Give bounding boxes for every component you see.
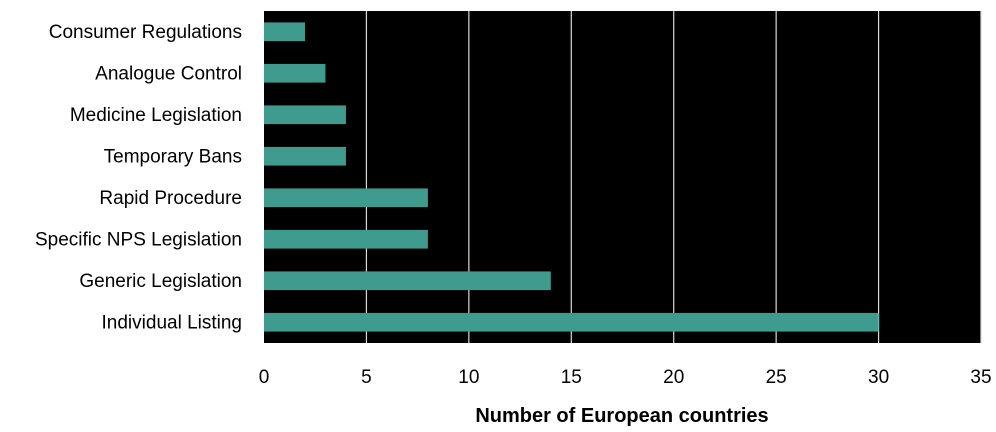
category-label: Analogue Control <box>95 63 242 84</box>
x-tick-labels: 0 5 10 15 20 25 30 35 <box>259 367 992 388</box>
bar <box>264 63 326 83</box>
category-label: Medicine Legislation <box>70 105 242 126</box>
bar <box>264 188 428 208</box>
category-label: Individual Listing <box>102 312 242 333</box>
x-tick-label: 30 <box>868 367 889 388</box>
x-tick-label: 25 <box>766 367 787 388</box>
category-label: Rapid Procedure <box>99 188 242 209</box>
bar <box>264 229 428 249</box>
bar <box>264 146 346 166</box>
x-tick-label: 10 <box>458 367 479 388</box>
bar <box>264 271 551 291</box>
bar <box>264 22 305 42</box>
x-tick-label: 15 <box>561 367 582 388</box>
x-tick-label: 20 <box>663 367 684 388</box>
category-label: Specific NPS Legislation <box>35 229 242 250</box>
x-tick-label: 5 <box>361 367 372 388</box>
gridlines <box>365 11 982 343</box>
x-tick-label: 0 <box>259 367 270 388</box>
category-label: Temporary Bans <box>104 146 242 167</box>
category-labels: Consumer Regulations Analogue Control Medi… <box>35 22 242 334</box>
x-tick-label: 35 <box>970 367 991 388</box>
bar <box>264 105 346 125</box>
bar <box>264 312 879 332</box>
category-label: Generic Legislation <box>79 271 242 292</box>
x-axis-title: Number of European countries <box>475 405 768 427</box>
bars <box>264 22 879 332</box>
plot-area <box>264 11 981 343</box>
category-label: Consumer Regulations <box>49 22 242 43</box>
